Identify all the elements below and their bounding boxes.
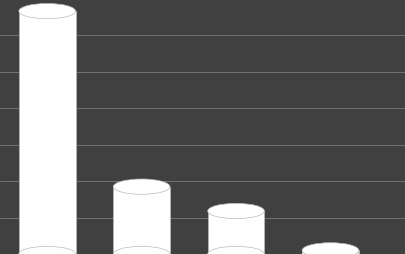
Bar xyxy=(301,250,358,254)
Bar xyxy=(19,12,75,254)
Ellipse shape xyxy=(207,203,264,219)
Bar xyxy=(207,211,264,254)
Ellipse shape xyxy=(113,179,170,195)
Ellipse shape xyxy=(19,4,75,20)
Ellipse shape xyxy=(19,246,75,254)
Ellipse shape xyxy=(301,243,358,254)
Bar xyxy=(113,187,170,254)
Ellipse shape xyxy=(207,246,264,254)
Ellipse shape xyxy=(113,246,170,254)
Ellipse shape xyxy=(301,246,358,254)
